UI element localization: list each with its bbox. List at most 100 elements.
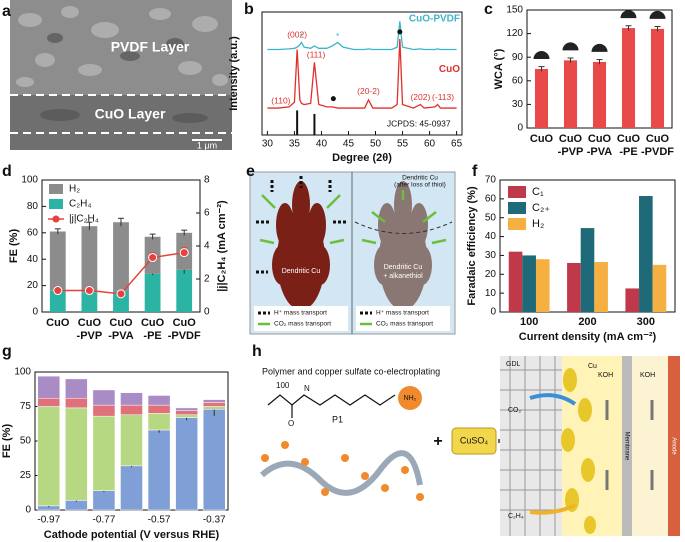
bar-segment bbox=[120, 414, 143, 467]
line-marker bbox=[84, 286, 94, 296]
x-tick-label: -PVA bbox=[587, 146, 613, 158]
bar bbox=[625, 288, 640, 312]
y-tick-label: 60 bbox=[512, 75, 524, 86]
bar bbox=[652, 264, 667, 312]
annotation: (002) bbox=[287, 30, 307, 40]
dendrite-schematic: Dendritic Cu Dendritic Cu + alkanethiol … bbox=[249, 171, 456, 335]
legend-text: |j|C₂H₄ bbox=[69, 214, 99, 225]
bar-segment bbox=[202, 406, 226, 410]
x-tick-label: 40 bbox=[316, 139, 328, 150]
legend-text: CO₂ mass transport bbox=[376, 321, 433, 328]
panel-label: a bbox=[2, 3, 11, 20]
x-tick-label: -0.77 bbox=[93, 515, 116, 526]
plot-frame bbox=[261, 11, 463, 136]
repeat-count: 100 bbox=[276, 381, 290, 390]
x-tick-label: CuO bbox=[646, 133, 670, 145]
polymer-label: P1 bbox=[332, 414, 343, 424]
bar-segment bbox=[81, 292, 98, 312]
bar-segment bbox=[147, 429, 171, 511]
co2-flow bbox=[529, 393, 577, 406]
polymer-chain bbox=[260, 450, 423, 496]
scale-label: 1 μm bbox=[197, 140, 217, 150]
y-tick-label: 0 bbox=[517, 123, 523, 134]
y-tick-label: 30 bbox=[512, 99, 524, 110]
texture-dark bbox=[40, 33, 208, 123]
x-tick-label: CuO bbox=[588, 133, 612, 145]
panel-label: f bbox=[472, 163, 478, 180]
gdl-label: GDL bbox=[506, 361, 521, 368]
bar-segment bbox=[175, 407, 198, 411]
gas-label: CO₂ bbox=[508, 407, 522, 414]
x-tick-label: 45 bbox=[343, 139, 355, 150]
cu-particles bbox=[561, 368, 596, 534]
bar-segment bbox=[113, 222, 129, 291]
droplet-icon bbox=[591, 43, 608, 52]
bar-segment bbox=[49, 231, 66, 291]
co2-arrows bbox=[259, 190, 447, 245]
cu-label: Cu bbox=[588, 363, 597, 370]
bar-segment bbox=[65, 407, 88, 501]
panel-label: c bbox=[484, 1, 493, 18]
y-tick-label: 40 bbox=[27, 254, 39, 265]
atom: O bbox=[288, 419, 294, 428]
y-tick-label: 0 bbox=[32, 307, 38, 318]
ion-flow bbox=[605, 400, 654, 490]
texture bbox=[16, 6, 228, 87]
electroplating-schematic: Polymer and copper sulfate co-electropla… bbox=[260, 356, 680, 536]
membrane bbox=[622, 356, 632, 536]
legend-box bbox=[356, 306, 450, 331]
bar-segment bbox=[37, 375, 61, 399]
cu-marker bbox=[397, 29, 403, 35]
legend-text: CO₂ mass transport bbox=[274, 321, 331, 328]
dendrite-label: Dendritic Cu bbox=[402, 175, 438, 182]
droplet-icon bbox=[649, 10, 666, 19]
bar-segment bbox=[65, 500, 88, 511]
x-tick-label: 60 bbox=[424, 139, 436, 150]
legend-key bbox=[508, 202, 526, 214]
y-tick-label: 20 bbox=[485, 269, 497, 280]
schematic-title: Polymer and copper sulfate co-electropla… bbox=[262, 366, 440, 376]
pvdf-region bbox=[10, 0, 232, 95]
amine-beads bbox=[261, 441, 424, 501]
bar bbox=[567, 262, 581, 312]
x-tick-label: -0.97 bbox=[37, 515, 60, 526]
anolyte bbox=[632, 356, 668, 536]
dendrite-label: Dendritic Cu bbox=[384, 264, 423, 271]
x-tick-label: CuO bbox=[173, 317, 197, 329]
legend-key bbox=[49, 184, 63, 194]
legend-text: H₂ bbox=[69, 184, 80, 195]
legend-text: C₂H₄ bbox=[69, 199, 91, 210]
y2-tick-label: 2 bbox=[204, 274, 210, 285]
bar bbox=[563, 60, 578, 129]
legend-key bbox=[508, 218, 526, 230]
gdl bbox=[500, 356, 562, 536]
x-tick-label: 30 bbox=[262, 139, 274, 150]
bar bbox=[508, 251, 523, 312]
bar bbox=[594, 262, 608, 312]
bar-segment bbox=[120, 465, 143, 511]
layer-label: CuO Layer bbox=[95, 106, 166, 122]
x-tick-label: 300 bbox=[637, 316, 655, 328]
xrd-curve bbox=[267, 21, 457, 51]
series-label: CuO-PVDF bbox=[409, 14, 460, 25]
x-tick-label: -PVP bbox=[558, 146, 584, 158]
x-tick-label: CuO bbox=[141, 317, 165, 329]
annotation: (202) bbox=[410, 92, 430, 102]
y-tick-label: 100 bbox=[21, 175, 38, 186]
bar-segment bbox=[65, 378, 88, 399]
y-tick-label: 50 bbox=[485, 212, 497, 223]
bar-segment bbox=[81, 226, 98, 293]
anode-label: Anode bbox=[670, 437, 676, 455]
y-tick-label: 40 bbox=[485, 231, 497, 242]
bar-segment bbox=[92, 415, 116, 491]
bar-segment bbox=[176, 269, 193, 312]
x-tick-label: CuO bbox=[530, 133, 554, 145]
y-tick-label: 0 bbox=[490, 307, 496, 318]
bar-segment bbox=[92, 389, 116, 406]
x-tick-label: CuO bbox=[617, 133, 641, 145]
y-tick-label: 120 bbox=[506, 28, 523, 39]
bar-segment bbox=[120, 404, 143, 416]
y-tick-label: 0 bbox=[25, 505, 31, 516]
series-label: CuO bbox=[439, 64, 460, 75]
bar-segment bbox=[175, 414, 198, 418]
